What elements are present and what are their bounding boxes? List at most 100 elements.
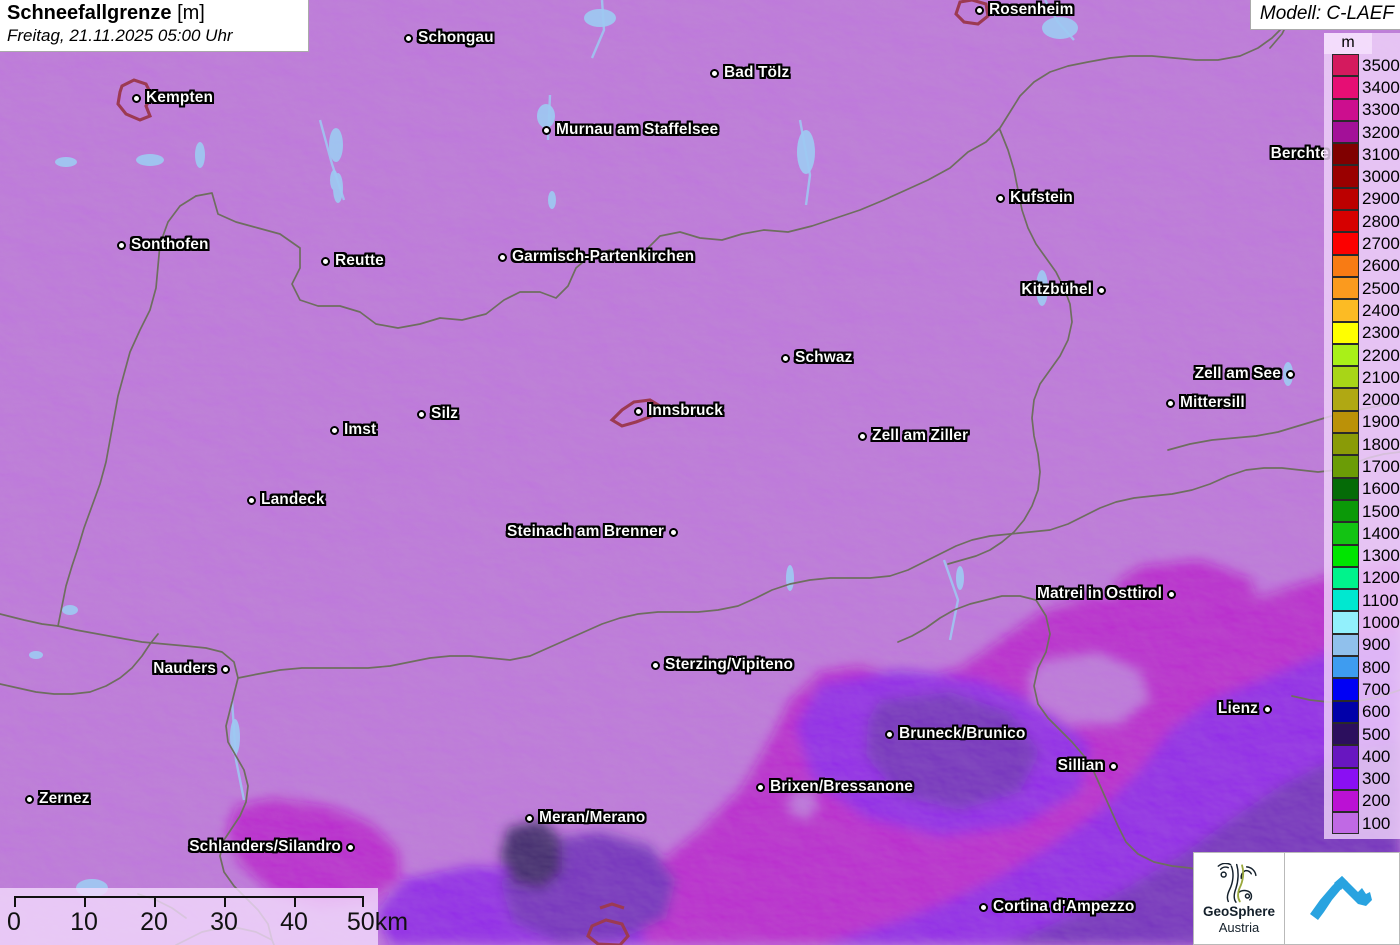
city-marker[interactable]: Rosenheim bbox=[975, 1, 1073, 19]
city-marker[interactable]: Schlanders/Silandro bbox=[189, 838, 355, 856]
legend-value-label: 1000 bbox=[1362, 613, 1400, 633]
legend-value-label: 2800 bbox=[1362, 211, 1400, 231]
geosphere-austria-logo[interactable]: GeoSphere Austria bbox=[1193, 852, 1285, 945]
scale-bar-tick bbox=[84, 896, 86, 907]
legend-value-label: 2200 bbox=[1362, 345, 1400, 365]
legend-row: 3200 bbox=[1324, 120, 1400, 144]
city-marker[interactable]: Cortina d'Ampezzo bbox=[979, 898, 1134, 916]
legend-swatch bbox=[1332, 566, 1359, 590]
scale-bar-graphic bbox=[14, 896, 364, 908]
legend-row: 3300 bbox=[1324, 98, 1400, 121]
city-dot-icon bbox=[1286, 369, 1295, 379]
city-marker[interactable]: Reutte bbox=[321, 252, 384, 270]
city-label: Sillian bbox=[1057, 757, 1104, 774]
legend-value-label: 2100 bbox=[1362, 367, 1400, 387]
city-marker[interactable]: Meran/Merano bbox=[525, 809, 645, 827]
city-marker[interactable]: Zernez bbox=[25, 790, 90, 808]
legend-value-label: 3500 bbox=[1362, 55, 1400, 75]
legend-swatch bbox=[1332, 455, 1359, 478]
legend-row: 1700 bbox=[1324, 455, 1400, 478]
scale-bar-line bbox=[14, 896, 364, 898]
city-dot-icon bbox=[525, 813, 534, 823]
city-marker[interactable]: Schongau bbox=[404, 29, 494, 47]
color-legend: m 3500 3400 3300 3200 3100 3000 2900 2800 2700 26… bbox=[1324, 33, 1400, 840]
city-marker[interactable]: Garmisch-Partenkirchen bbox=[498, 248, 694, 266]
city-label: Berchte bbox=[1270, 145, 1329, 162]
city-marker[interactable]: Landeck bbox=[247, 491, 325, 509]
legend-swatch bbox=[1332, 232, 1359, 255]
city-marker[interactable]: Zell am Ziller bbox=[858, 427, 968, 445]
city-label: Zell am Ziller bbox=[872, 427, 969, 444]
city-marker[interactable]: Steinach am Brenner bbox=[507, 523, 678, 541]
city-label: Zernez bbox=[39, 790, 90, 807]
legend-value-label: 900 bbox=[1362, 635, 1391, 655]
legend-value-label: 2900 bbox=[1362, 189, 1400, 209]
city-marker[interactable]: Matrei in Osttirol bbox=[1037, 585, 1176, 603]
city-label: Zell am See bbox=[1194, 365, 1281, 382]
legend-value-label: 700 bbox=[1362, 679, 1391, 699]
city-label: Kempten bbox=[146, 89, 214, 106]
city-label: Sterzing/Vipiteno bbox=[665, 656, 794, 673]
city-marker[interactable]: Sonthofen bbox=[117, 236, 209, 254]
city-label: Garmisch-Partenkirchen bbox=[512, 248, 695, 265]
legend-swatch bbox=[1332, 767, 1359, 790]
legend-value-label: 600 bbox=[1362, 702, 1391, 722]
legend-swatch bbox=[1332, 388, 1359, 411]
city-marker[interactable]: Zell am See bbox=[1195, 365, 1295, 383]
city-marker[interactable]: Nauders bbox=[153, 660, 230, 678]
legend-value-label: 100 bbox=[1362, 813, 1391, 833]
city-marker[interactable]: Kitzbühel bbox=[1021, 281, 1106, 299]
city-marker[interactable]: Kufstein bbox=[996, 189, 1073, 207]
city-marker[interactable]: Lienz bbox=[1218, 700, 1272, 718]
city-label: Schlanders/Silandro bbox=[189, 838, 341, 855]
alpine-partner-logo[interactable] bbox=[1285, 852, 1400, 945]
legend-row: 1000 bbox=[1324, 611, 1400, 634]
city-marker[interactable]: Silz bbox=[417, 405, 458, 423]
city-dot-icon bbox=[132, 93, 141, 103]
legend-row: 1600 bbox=[1324, 477, 1400, 500]
legend-swatch bbox=[1332, 120, 1359, 144]
legend-value-label: 1300 bbox=[1362, 546, 1400, 566]
city-marker[interactable]: Kempten bbox=[132, 89, 213, 107]
city-marker[interactable]: Sterzing/Vipiteno bbox=[651, 656, 793, 674]
legend-value-label: 1900 bbox=[1362, 412, 1400, 432]
city-marker[interactable]: Murnau am Staffelsee bbox=[542, 121, 718, 139]
legend-row: 1400 bbox=[1324, 522, 1400, 545]
legend-value-label: 3200 bbox=[1362, 122, 1400, 142]
logo-group: GeoSphere Austria bbox=[1193, 852, 1400, 945]
city-marker[interactable]: Sillian bbox=[1058, 757, 1118, 775]
legend-swatch bbox=[1332, 343, 1359, 367]
legend-row: 700 bbox=[1324, 678, 1400, 701]
city-marker[interactable]: Schwaz bbox=[781, 349, 852, 367]
city-marker[interactable]: Imst bbox=[330, 421, 376, 439]
city-label: Kitzbühel bbox=[1021, 281, 1092, 298]
rivers bbox=[230, 0, 1075, 801]
legend-value-label: 1700 bbox=[1362, 456, 1400, 476]
city-dot-icon bbox=[321, 256, 330, 266]
city-label: Rosenheim bbox=[989, 1, 1074, 18]
legend-swatch bbox=[1332, 210, 1359, 233]
city-label: Bruneck/Brunico bbox=[899, 725, 1026, 742]
city-marker[interactable]: Brixen/Bressanone bbox=[756, 778, 913, 796]
legend-value-label: 2700 bbox=[1362, 234, 1400, 254]
legend-swatch bbox=[1332, 611, 1359, 634]
geosphere-contour-icon bbox=[1217, 863, 1257, 904]
legend-row: 3100 bbox=[1324, 143, 1400, 166]
city-marker[interactable]: Innsbruck bbox=[634, 402, 723, 420]
legend-swatch bbox=[1332, 678, 1359, 701]
city-dot-icon bbox=[756, 782, 765, 792]
scale-bar-tick-label: 0 bbox=[7, 908, 21, 936]
legend-row: 2700 bbox=[1324, 232, 1400, 255]
city-dot-icon bbox=[117, 240, 126, 250]
city-marker[interactable]: Bad Tölz bbox=[710, 64, 789, 82]
city-label: Reutte bbox=[335, 252, 384, 269]
city-label: Brixen/Bressanone bbox=[770, 778, 913, 795]
city-marker[interactable]: Mittersill bbox=[1166, 394, 1245, 412]
city-marker[interactable]: Bruneck/Brunico bbox=[885, 725, 1025, 743]
legend-value-label: 2000 bbox=[1362, 390, 1400, 410]
city-label: Nauders bbox=[153, 660, 216, 677]
legend-row: 2400 bbox=[1324, 299, 1400, 322]
city-label: Silz bbox=[431, 405, 459, 422]
legend-value-label: 800 bbox=[1362, 657, 1391, 677]
